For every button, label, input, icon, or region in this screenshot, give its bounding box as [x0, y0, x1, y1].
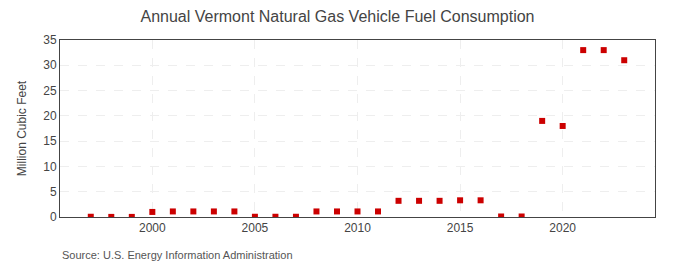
svg-text:35: 35 — [43, 33, 57, 47]
svg-text:0: 0 — [50, 210, 57, 224]
svg-text:20: 20 — [43, 109, 57, 123]
svg-text:Million Cubic Feet: Million Cubic Feet — [15, 80, 29, 176]
svg-text:Source: U.S. Energy Informatio: Source: U.S. Energy Information Administ… — [62, 249, 293, 261]
svg-text:2020: 2020 — [549, 221, 576, 235]
svg-text:2000: 2000 — [139, 221, 166, 235]
svg-text:Annual Vermont Natural Gas Veh: Annual Vermont Natural Gas Vehicle Fuel … — [141, 8, 535, 25]
svg-text:15: 15 — [43, 134, 57, 148]
svg-text:10: 10 — [43, 160, 57, 174]
svg-text:2005: 2005 — [242, 221, 269, 235]
svg-text:2010: 2010 — [344, 221, 371, 235]
svg-text:5: 5 — [50, 185, 57, 199]
svg-text:2015: 2015 — [447, 221, 474, 235]
svg-text:30: 30 — [43, 58, 57, 72]
svg-text:25: 25 — [43, 84, 57, 98]
